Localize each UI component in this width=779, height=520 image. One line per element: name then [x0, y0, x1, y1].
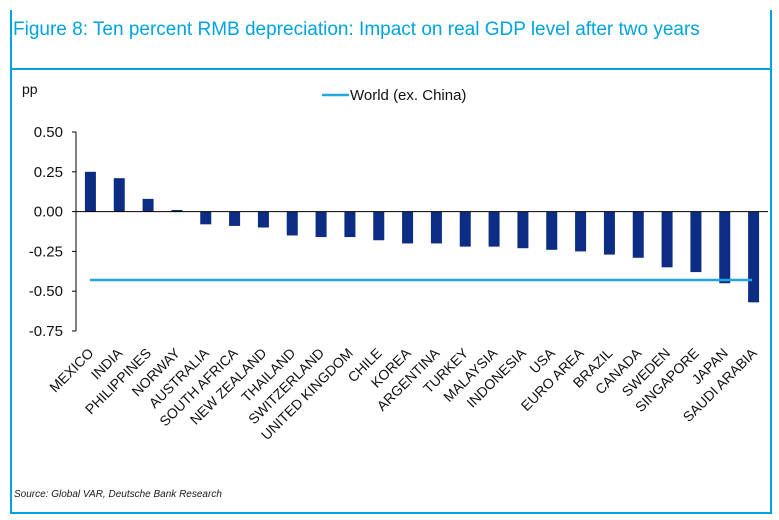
bar: [632, 211, 644, 258]
bar: [113, 178, 125, 212]
figure-frame: [10, 10, 772, 514]
bar: [373, 211, 385, 241]
bar: [229, 211, 241, 226]
bar: [344, 211, 356, 238]
bar: [142, 198, 154, 212]
bar: [748, 211, 760, 303]
bar: [257, 211, 269, 228]
bar: [690, 211, 702, 273]
bar-chart: 0.500.250.00-0.25-0.50-0.75MEXICOINDIAPH…: [29, 87, 768, 443]
bar: [517, 211, 529, 249]
bar: [84, 171, 96, 212]
y-tick-label: 0.00: [34, 204, 63, 221]
bar: [546, 211, 558, 250]
figure-title: Figure 8: Ten percent RMB depreciation: …: [13, 19, 700, 40]
bar: [488, 211, 500, 247]
y-axis-unit-label: pp: [22, 81, 38, 97]
bar: [286, 211, 298, 236]
bar: [661, 211, 673, 268]
bar: [402, 211, 414, 244]
legend-label: World (ex. China): [350, 87, 466, 104]
y-tick-label: -0.25: [29, 243, 63, 260]
y-tick-label: 0.50: [34, 124, 63, 141]
bar: [719, 211, 731, 284]
bar: [459, 211, 471, 247]
bar: [603, 211, 615, 255]
y-tick-label: -0.50: [29, 283, 63, 300]
bar: [315, 211, 327, 238]
source-note: Source: Global VAR, Deutsche Bank Resear…: [14, 489, 222, 500]
bottom-divider: [10, 512, 772, 514]
bar: [171, 210, 183, 212]
bar: [430, 211, 442, 244]
bar: [200, 211, 212, 225]
bar: [575, 211, 587, 252]
y-tick-label: -0.75: [29, 323, 63, 340]
y-tick-label: 0.25: [34, 164, 63, 181]
title-divider: [10, 68, 772, 70]
